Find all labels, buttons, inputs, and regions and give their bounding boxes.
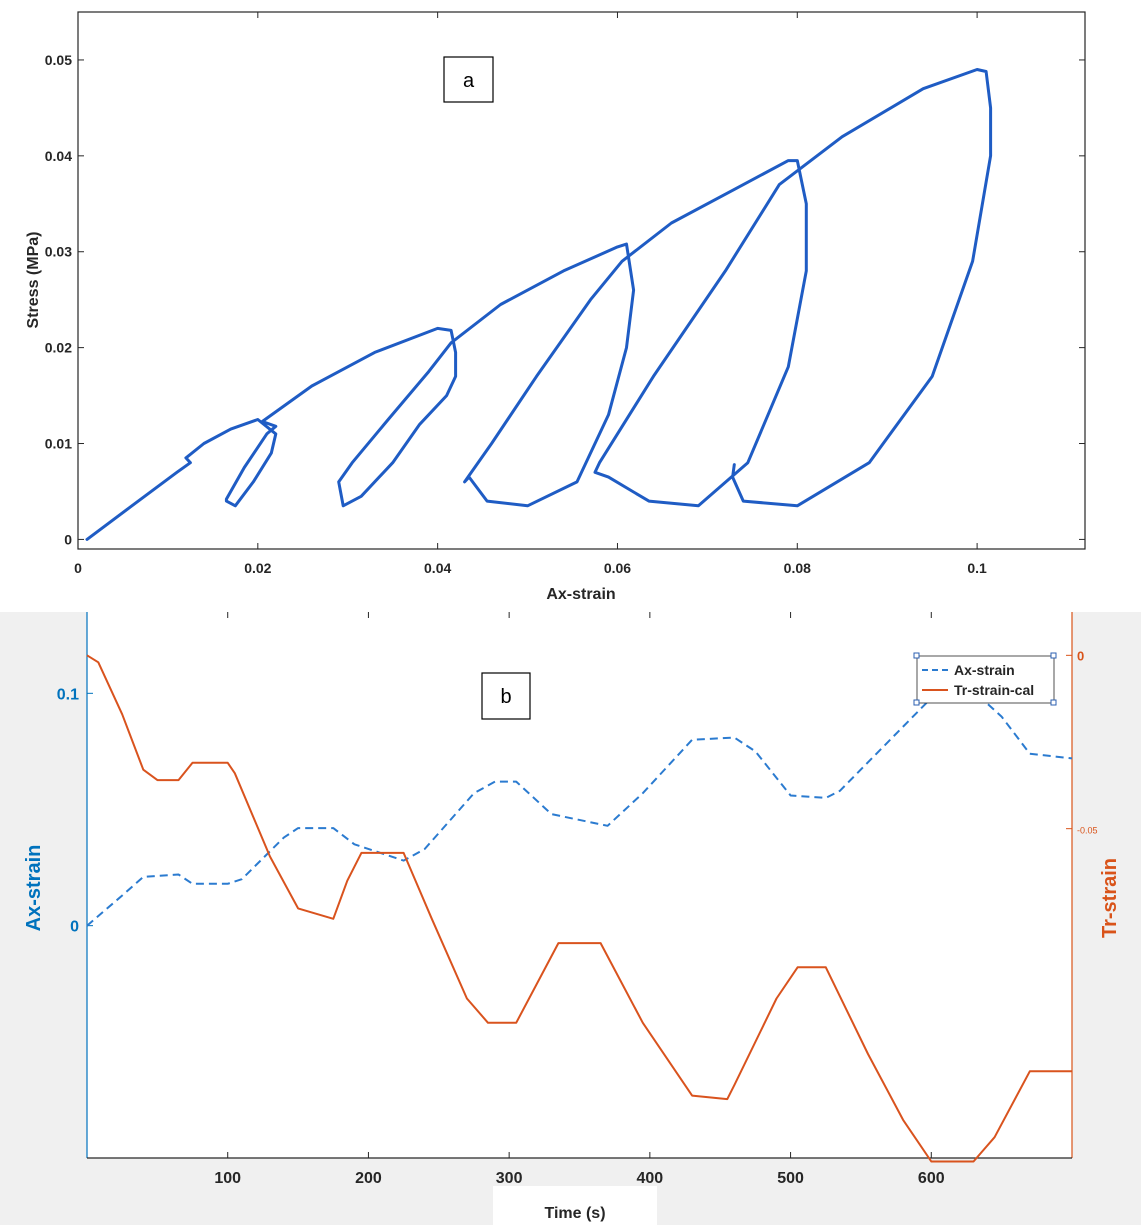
legend-box <box>916 655 1055 704</box>
y-tick-label: 0.05 <box>45 52 72 68</box>
panel-b-label-box <box>481 672 531 720</box>
y-tick-label: 0 <box>64 531 72 547</box>
x-tick-label: 600 <box>918 1170 945 1187</box>
panel-a-x-axis-title: Ax-strain <box>546 586 615 603</box>
panel-b-legend: Ax-strain Tr-strain-cal <box>913 652 1057 706</box>
right-y-tick-label: 0 <box>1077 648 1084 663</box>
y-tick-label: 0.04 <box>45 148 72 164</box>
left-y-tick-label: 0.1 <box>57 686 79 703</box>
right-y-tick-label: -0.05 <box>1077 826 1098 836</box>
legend-handle <box>913 699 920 706</box>
panel-b-x-axis-title: Time (s) <box>544 1205 605 1222</box>
panel-b-strain-time-plot: 100 200 300 400 500 600 0 0.1 0 -0.05 b Ax-strain… <box>0 612 1141 1225</box>
x-tick-label: 0.08 <box>784 560 811 576</box>
x-tick-label: 300 <box>496 1170 523 1187</box>
panel-a-stress-strain-plot: 0 0.02 0.04 0.06 0.08 0.1 0 0.01 0.02 0.03 0.04 0.0… <box>0 0 1141 612</box>
legend-label-ax-strain: Ax-strain <box>954 662 1015 678</box>
tr-strain-cal-series-line <box>86 654 1072 1163</box>
panel-b-left-axis-title: Ax-strain <box>23 845 45 932</box>
panel-a-label: a <box>463 70 475 92</box>
x-tick-label: 0.02 <box>244 560 271 576</box>
y-tick-label: 0.03 <box>45 244 72 260</box>
stress-strain-series-line <box>85 68 993 541</box>
left-y-tick-label: 0 <box>70 919 79 936</box>
legend-label-tr-strain-cal: Tr-strain-cal <box>954 682 1034 698</box>
x-tick-label: 100 <box>214 1170 241 1187</box>
panel-a-ticks: 0 0.02 0.04 0.06 0.08 0.1 0 0.01 0.02 0.03 0.04 0.0… <box>45 12 1085 576</box>
y-tick-label: 0.01 <box>45 436 72 452</box>
panel-a-background <box>0 0 1141 612</box>
panel-a-y-axis-title: Stress (MPa) <box>25 232 42 329</box>
panel-a-axes-box <box>77 11 1086 550</box>
panel-b-right-axis-title: Tr-strain <box>1099 858 1121 938</box>
x-tick-label: 200 <box>355 1170 382 1187</box>
panel-a-data <box>85 68 993 541</box>
legend-handle <box>1050 699 1057 706</box>
panel-b-plot-area <box>87 612 1072 1158</box>
legend-handle <box>1050 652 1057 659</box>
x-tick-label: 400 <box>637 1170 664 1187</box>
x-tick-label: 0.06 <box>604 560 631 576</box>
x-tick-label: 0 <box>74 560 82 576</box>
x-tick-label: 500 <box>777 1170 804 1187</box>
panel-b-x-title-background <box>493 1186 657 1225</box>
x-tick-label: 0.1 <box>967 560 987 576</box>
y-tick-label: 0.02 <box>45 340 72 356</box>
panel-a-label-box <box>443 56 494 103</box>
legend-handle <box>913 652 920 659</box>
panel-b-label: b <box>500 686 511 708</box>
panel-b-ticks: 100 200 300 400 500 600 0 0.1 0 -0.05 <box>57 612 1098 1187</box>
x-tick-label: 0.04 <box>424 560 451 576</box>
